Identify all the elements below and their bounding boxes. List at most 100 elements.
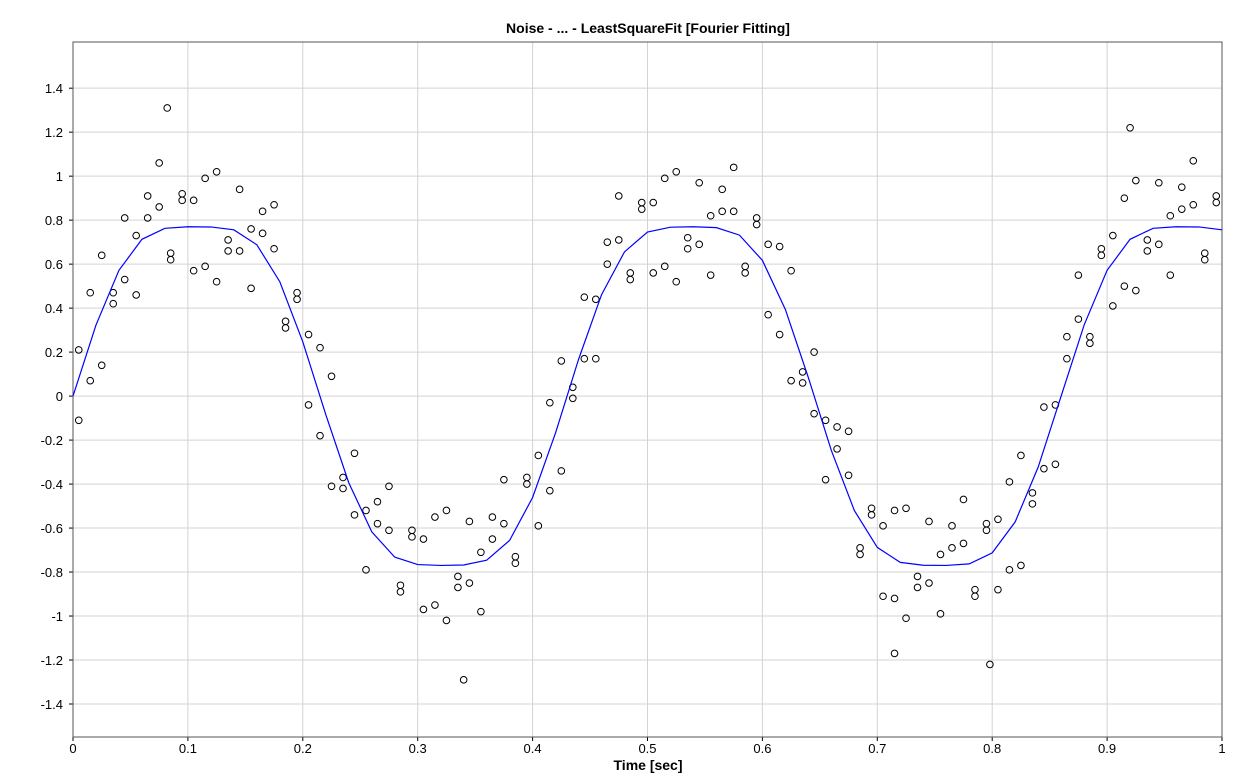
data-point: [523, 480, 531, 488]
y-tick-label: -1.4: [41, 697, 63, 712]
data-point: [477, 548, 485, 557]
data-point: [844, 427, 853, 436]
y-tick-label: 0.8: [45, 213, 63, 228]
data-point: [890, 594, 899, 603]
y-tick-label: 0.6: [45, 257, 63, 272]
x-tick-label: 1: [1218, 741, 1225, 756]
data-point: [986, 660, 994, 669]
data-point: [683, 233, 692, 242]
data-point: [235, 247, 244, 255]
data-point: [316, 343, 324, 352]
data-point: [603, 260, 612, 268]
data-point: [1017, 561, 1025, 570]
data-point: [247, 225, 255, 233]
data-point: [385, 482, 393, 491]
data-point: [163, 104, 172, 112]
data-point: [672, 277, 681, 286]
data-point: [1040, 464, 1048, 473]
data-point: [459, 676, 468, 684]
data-point: [500, 519, 508, 528]
data-point: [729, 163, 738, 172]
data-point: [155, 203, 163, 211]
data-point: [442, 616, 451, 625]
data-point: [1132, 286, 1140, 295]
data-point: [431, 513, 439, 521]
data-point: [488, 513, 497, 521]
y-tick-label: -0.6: [41, 521, 63, 536]
data-point: [810, 348, 818, 356]
data-point: [454, 572, 462, 581]
data-point: [304, 401, 313, 409]
data-point: [902, 504, 910, 513]
data-point: [798, 379, 807, 387]
data-point: [74, 416, 83, 425]
data-point: [591, 354, 600, 363]
data-point: [419, 605, 428, 614]
data-point: [925, 517, 933, 526]
data-point: [844, 471, 853, 480]
data-point: [718, 207, 726, 216]
data-point: [362, 566, 370, 574]
data-point: [1063, 332, 1071, 341]
data-point: [879, 592, 887, 601]
x-tick-label: 0.4: [524, 741, 542, 756]
y-tick-label: 1.4: [45, 81, 63, 96]
data-point: [201, 174, 209, 183]
data-point: [752, 220, 761, 229]
data-point: [373, 497, 382, 506]
x-axis-label: Time [sec]: [614, 757, 683, 773]
data-point: [373, 519, 382, 528]
data-point: [511, 559, 520, 568]
x-tick-label: 0.2: [294, 741, 312, 756]
data-point: [913, 572, 922, 581]
data-point: [1143, 247, 1152, 255]
data-point: [959, 495, 968, 504]
data-point: [994, 515, 1002, 524]
data-point: [281, 324, 290, 332]
data-point: [948, 544, 956, 552]
data-point: [1086, 339, 1094, 348]
data-point: [189, 196, 198, 205]
data-point: [902, 614, 910, 623]
data-point: [1109, 231, 1117, 240]
data-point: [546, 398, 554, 407]
data-point: [385, 526, 393, 535]
data-point: [339, 484, 347, 493]
data-point: [982, 526, 991, 535]
data-point: [408, 533, 416, 541]
x-tick-label: 0.8: [983, 741, 1001, 756]
data-point: [143, 192, 152, 200]
data-point: [890, 506, 899, 515]
data-point: [488, 535, 497, 543]
data-point: [304, 330, 313, 339]
data-point: [557, 467, 566, 475]
data-point: [132, 231, 140, 240]
data-point: [764, 310, 772, 319]
y-tick-label: 0.2: [45, 345, 63, 360]
data-point: [706, 271, 715, 279]
x-tick-label: 0.1: [179, 741, 197, 756]
data-point: [1189, 156, 1198, 165]
data-point: [534, 451, 543, 460]
data-point: [672, 167, 681, 176]
data-point: [591, 295, 600, 304]
data-point: [132, 291, 140, 299]
data-point: [787, 266, 795, 275]
data-point: [86, 288, 95, 297]
data-point: [224, 247, 232, 255]
data-point: [1040, 403, 1048, 411]
data-point: [1177, 205, 1186, 213]
data-point: [741, 269, 749, 277]
data-point: [293, 295, 301, 304]
data-point: [419, 535, 428, 543]
data-point: [86, 376, 95, 385]
data-point: [695, 178, 704, 187]
data-point: [1074, 271, 1083, 279]
data-point: [994, 585, 1002, 594]
data-point: [362, 506, 370, 515]
data-point: [833, 423, 841, 431]
data-point: [258, 229, 267, 238]
fit-line: [72, 226, 1223, 567]
data-point: [649, 198, 658, 207]
